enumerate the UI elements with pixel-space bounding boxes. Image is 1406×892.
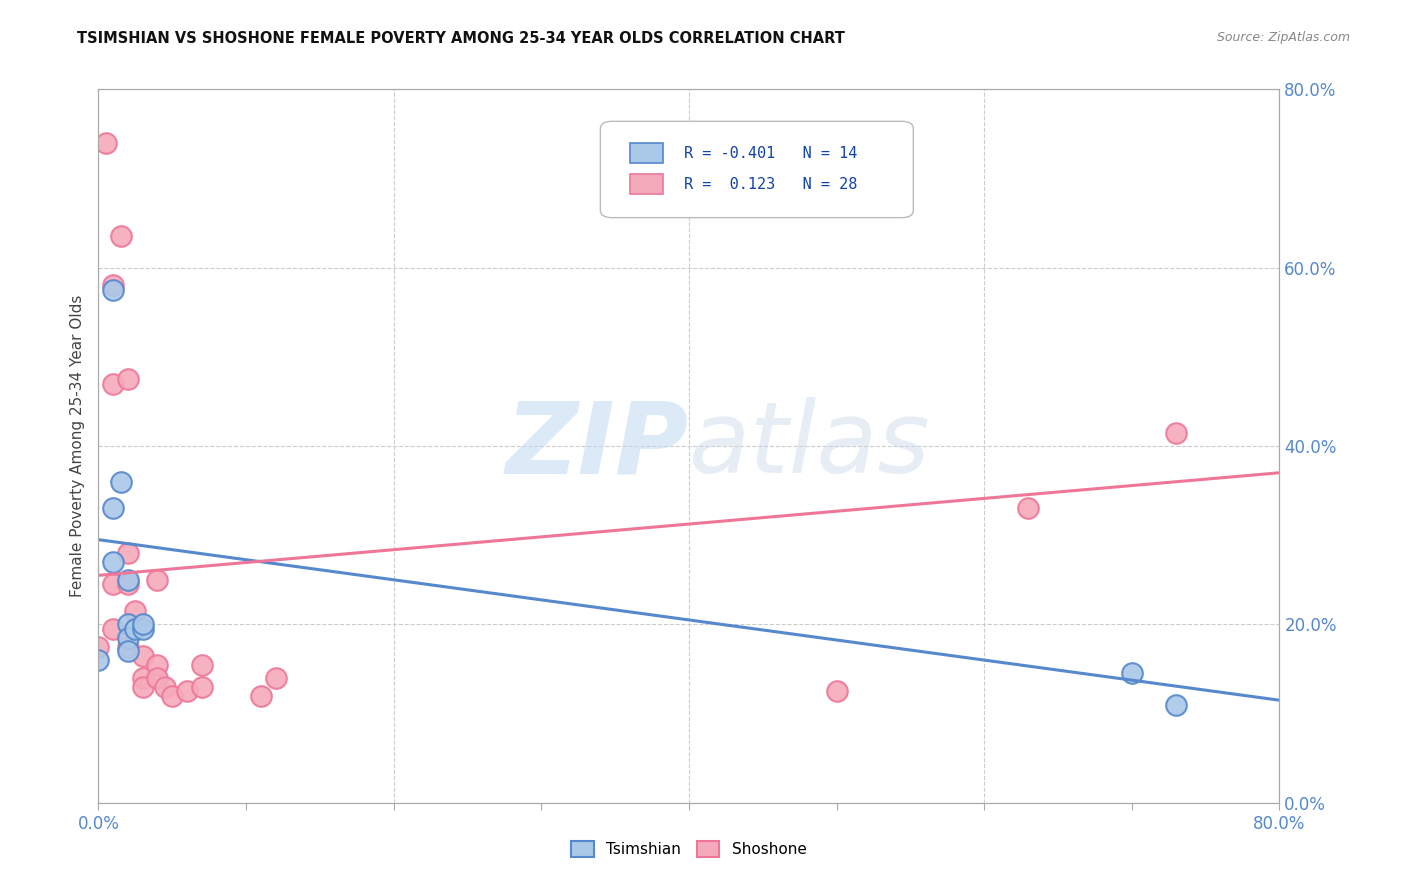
Point [132,680,155,694]
Point [94,136,117,150]
Point [1121,666,1143,681]
Point [117,640,139,654]
Point [87,640,110,654]
Point [103,555,125,569]
Point [132,648,155,663]
Point [103,376,125,391]
Point [117,631,139,645]
Point [264,671,287,685]
Point [110,229,132,244]
Point [117,617,139,632]
Point [191,657,214,672]
Text: ZIP: ZIP [506,398,689,494]
Point [132,617,155,632]
Point [1166,698,1188,712]
Point [117,573,139,587]
FancyBboxPatch shape [630,144,664,163]
Text: Source: ZipAtlas.com: Source: ZipAtlas.com [1216,31,1350,45]
Text: atlas: atlas [689,398,931,494]
Point [124,604,146,618]
Point [103,283,125,297]
Point [162,689,183,703]
Point [117,644,139,658]
Point [146,657,169,672]
Text: R = -0.401   N = 14: R = -0.401 N = 14 [685,146,858,161]
Point [87,653,110,667]
Point [191,680,214,694]
Point [176,684,198,698]
Point [146,573,169,587]
Point [117,372,139,386]
Point [825,684,848,698]
Point [153,680,176,694]
Point [132,622,155,636]
Point [1018,501,1040,516]
Text: TSIMSHIAN VS SHOSHONE FEMALE POVERTY AMONG 25-34 YEAR OLDS CORRELATION CHART: TSIMSHIAN VS SHOSHONE FEMALE POVERTY AMO… [77,31,845,46]
Point [103,501,125,516]
Point [124,622,146,636]
Point [103,577,125,591]
FancyBboxPatch shape [630,174,664,194]
Point [110,475,132,489]
FancyBboxPatch shape [600,121,914,218]
Y-axis label: Female Poverty Among 25-34 Year Olds: Female Poverty Among 25-34 Year Olds [69,295,84,597]
Point [117,546,139,560]
Point [103,622,125,636]
Point [146,671,169,685]
Point [132,671,155,685]
Text: R =  0.123   N = 28: R = 0.123 N = 28 [685,177,858,192]
Point [1166,425,1188,440]
Point [250,689,273,703]
Legend: Tsimshian, Shoshone: Tsimshian, Shoshone [565,835,813,863]
Point [103,278,125,293]
Point [117,577,139,591]
